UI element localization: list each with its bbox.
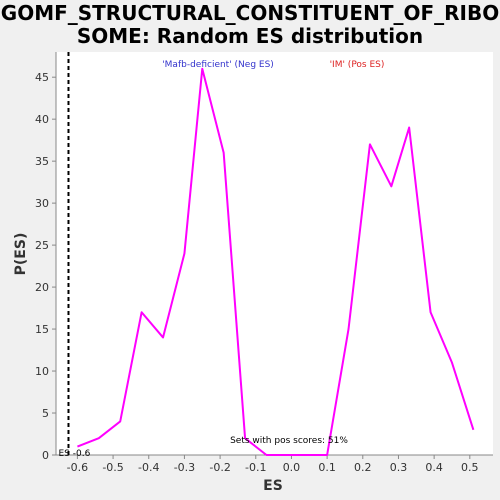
x-tick-label: 0.3: [390, 461, 408, 474]
y-tick-label: 35: [35, 155, 49, 168]
y-axis-title: P(ES): [13, 233, 29, 276]
x-tick-label: -0.3: [174, 461, 195, 474]
y-tick-label: 40: [35, 113, 49, 126]
x-tick-label: -0.1: [245, 461, 266, 474]
y-tick-label: 15: [35, 323, 49, 336]
y-tick-label: 5: [42, 407, 49, 420]
y-tick-label: 25: [35, 239, 49, 252]
chart-title-line-1: GOMF_STRUCTURAL_CONSTITUENT_OF_RIBO: [1, 1, 499, 25]
legend-pos: 'IM' (Pos ES): [330, 60, 385, 70]
x-tick-label: -0.2: [209, 461, 230, 474]
x-axis-title: ES: [263, 478, 283, 494]
x-tick-label: -0.5: [102, 461, 123, 474]
pos-scores-annotation: Sets with pos scores: 51%: [230, 436, 348, 446]
series-line: [77, 67, 475, 456]
y-axis-ticks: 0 5 10 15 20 25 30 35 40 45: [35, 71, 56, 462]
x-tick-label: 0.1: [318, 461, 336, 474]
y-tick-label: 20: [35, 281, 49, 294]
x-tick-label: 0.2: [354, 461, 372, 474]
y-tick-label: 45: [35, 71, 49, 84]
y-tick-label: 30: [35, 197, 49, 210]
x-tick-label: -0.6: [67, 461, 88, 474]
series-group: [77, 67, 475, 456]
y-tick-label: 0: [42, 449, 49, 462]
chart-title-line-2: SOME: Random ES distribution: [77, 24, 423, 48]
x-tick-label: 0.0: [283, 461, 301, 474]
x-axis-ticks: -0.6 -0.5 -0.4 -0.3 -0.2 -0.1 0.0 0.1 0.2 0.3 0.4 0…: [67, 455, 479, 474]
x-tick-label: -0.4: [138, 461, 159, 474]
x-tick-label: 0.5: [461, 461, 479, 474]
x-tick-label: 0.4: [425, 461, 443, 474]
plot-area: [56, 52, 493, 455]
y-tick-label: 10: [35, 365, 49, 378]
legend-neg: 'Mafb-deficient' (Neg ES): [162, 60, 274, 70]
es-marker-label: ES -0.6: [58, 449, 90, 459]
